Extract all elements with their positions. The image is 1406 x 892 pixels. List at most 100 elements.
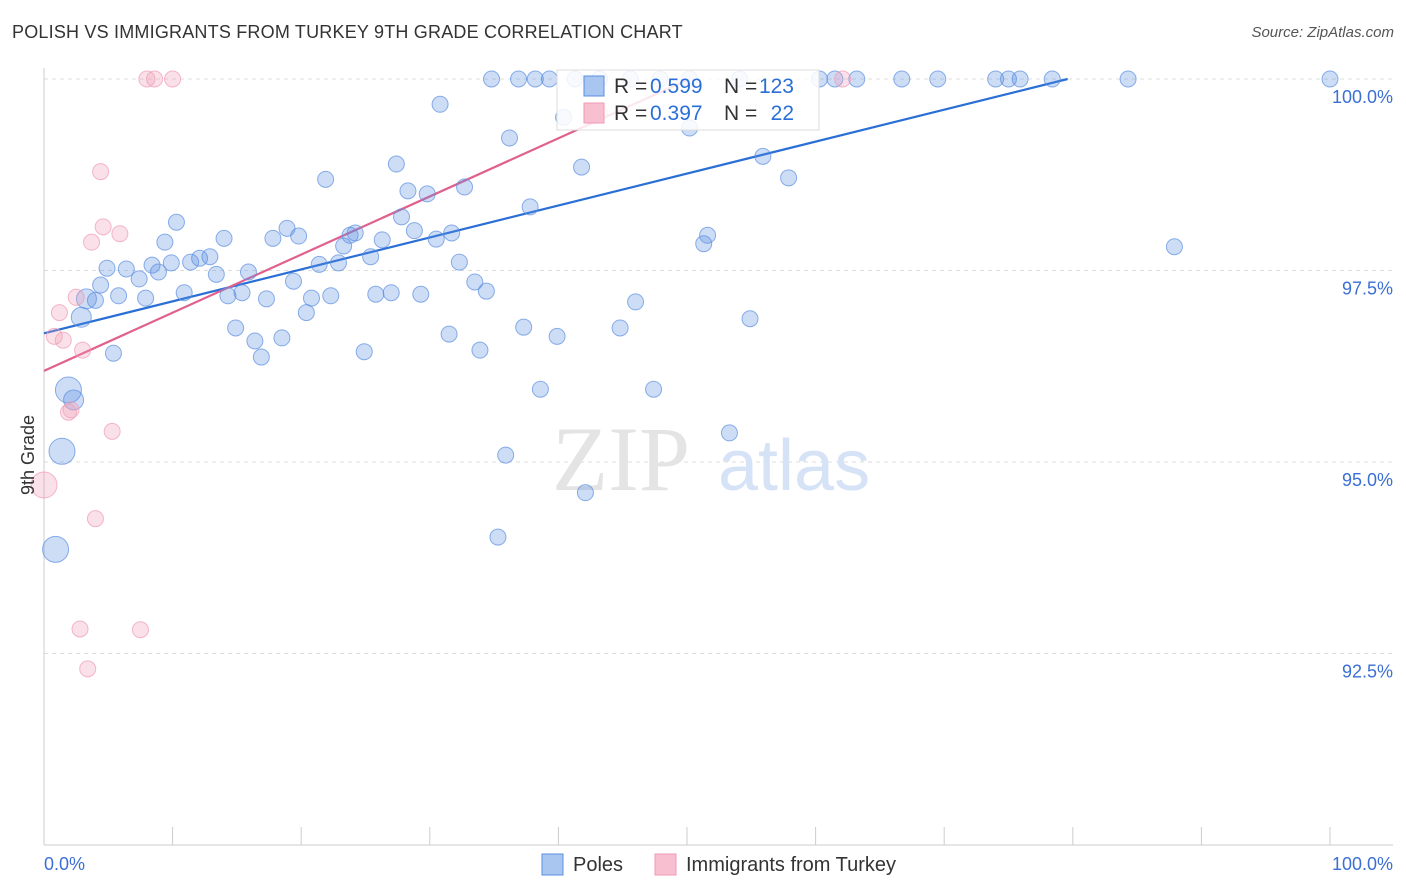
- watermark: ZIP: [552, 408, 690, 510]
- legend-swatch-turkey: [583, 102, 605, 124]
- point-poles: [521, 198, 539, 216]
- r-label-poles: R =: [614, 75, 647, 98]
- x-tick-label-max: 100.0%: [1332, 854, 1393, 874]
- point-poles: [471, 341, 489, 359]
- point-poles: [1011, 70, 1029, 88]
- point-poles: [741, 310, 759, 328]
- point-poles: [1119, 70, 1137, 88]
- legend-label-poles: Poles: [573, 854, 623, 876]
- point-poles: [893, 70, 911, 88]
- point-poles: [54, 376, 82, 404]
- point-poles: [393, 208, 411, 226]
- y-axis-title: 9th Grade: [18, 415, 38, 495]
- point-turkey: [834, 70, 852, 88]
- n-value-poles: 123: [759, 75, 794, 98]
- point-poles: [310, 255, 328, 273]
- point-poles: [483, 70, 501, 88]
- point-poles: [501, 129, 519, 147]
- point-poles: [466, 273, 484, 291]
- point-poles: [156, 233, 174, 251]
- point-poles: [540, 70, 558, 88]
- n-value-turkey: 22: [771, 102, 794, 125]
- point-poles: [373, 231, 391, 249]
- point-poles: [362, 248, 380, 266]
- point-poles: [497, 446, 515, 464]
- point-poles: [611, 319, 629, 337]
- point-poles: [175, 284, 193, 302]
- point-poles: [130, 270, 148, 288]
- point-poles: [1165, 238, 1183, 256]
- point-poles: [720, 424, 738, 442]
- point-turkey: [92, 163, 110, 181]
- point-poles: [42, 535, 70, 563]
- point-poles: [246, 332, 264, 350]
- point-poles: [317, 170, 335, 188]
- point-poles: [405, 222, 423, 240]
- point-poles: [929, 70, 947, 88]
- data-points: [30, 70, 1339, 678]
- point-poles: [70, 306, 92, 328]
- y-tick-label: 97.5%: [1342, 279, 1393, 299]
- n-label-poles: N =: [724, 75, 757, 98]
- point-turkey: [50, 304, 68, 322]
- y-tick-label: 92.5%: [1342, 662, 1393, 682]
- axes: [43, 68, 1393, 846]
- source-label: Source: ZipAtlas.com: [1251, 24, 1394, 41]
- point-turkey: [54, 331, 72, 349]
- point-poles: [137, 289, 155, 307]
- point-poles: [167, 213, 185, 231]
- point-poles: [117, 260, 135, 278]
- point-poles: [257, 290, 275, 308]
- point-poles: [418, 185, 436, 203]
- point-poles: [987, 70, 1005, 88]
- point-poles: [489, 528, 507, 546]
- point-turkey: [146, 70, 164, 88]
- point-turkey: [83, 233, 101, 251]
- point-turkey: [59, 403, 77, 421]
- point-turkey: [30, 471, 58, 499]
- point-poles: [252, 348, 270, 366]
- point-poles: [387, 155, 405, 173]
- point-turkey: [71, 620, 89, 638]
- point-poles: [1043, 70, 1061, 88]
- point-poles: [110, 287, 128, 305]
- point-poles: [1321, 70, 1339, 88]
- point-poles: [86, 291, 104, 309]
- point-poles: [780, 169, 798, 187]
- point-turkey: [103, 422, 121, 440]
- point-poles: [239, 263, 257, 281]
- y-tick-label: 95.0%: [1342, 470, 1393, 490]
- point-poles: [191, 249, 209, 267]
- point-poles: [98, 259, 116, 277]
- point-poles: [450, 253, 468, 271]
- y-tick-label: 100.0%: [1332, 87, 1393, 107]
- legend-swatch-turkey-bottom: [654, 853, 677, 876]
- point-poles: [92, 276, 110, 294]
- point-poles: [162, 254, 180, 272]
- series-legend: Poles Immigrants from Turkey: [541, 853, 896, 876]
- point-poles: [207, 265, 225, 283]
- point-poles: [219, 287, 237, 305]
- point-poles: [431, 95, 449, 113]
- point-poles: [302, 289, 320, 307]
- r-value-turkey: 0.397: [650, 102, 703, 125]
- point-poles: [273, 329, 291, 347]
- point-poles: [526, 70, 544, 88]
- point-poles: [104, 344, 122, 362]
- point-poles: [143, 256, 161, 274]
- point-turkey: [111, 225, 129, 243]
- legend-swatch-poles-bottom: [541, 853, 564, 876]
- point-poles: [515, 318, 533, 336]
- point-poles: [264, 229, 282, 247]
- point-poles: [382, 284, 400, 302]
- point-turkey: [86, 510, 104, 528]
- point-poles: [233, 284, 251, 302]
- point-poles: [63, 389, 85, 411]
- point-turkey: [79, 660, 97, 678]
- point-poles: [645, 380, 663, 398]
- n-label-turkey: N =: [724, 102, 757, 125]
- x-tick-label-min: 0.0%: [44, 854, 85, 874]
- trend-line-poles: [43, 77, 1068, 335]
- point-poles: [573, 158, 591, 176]
